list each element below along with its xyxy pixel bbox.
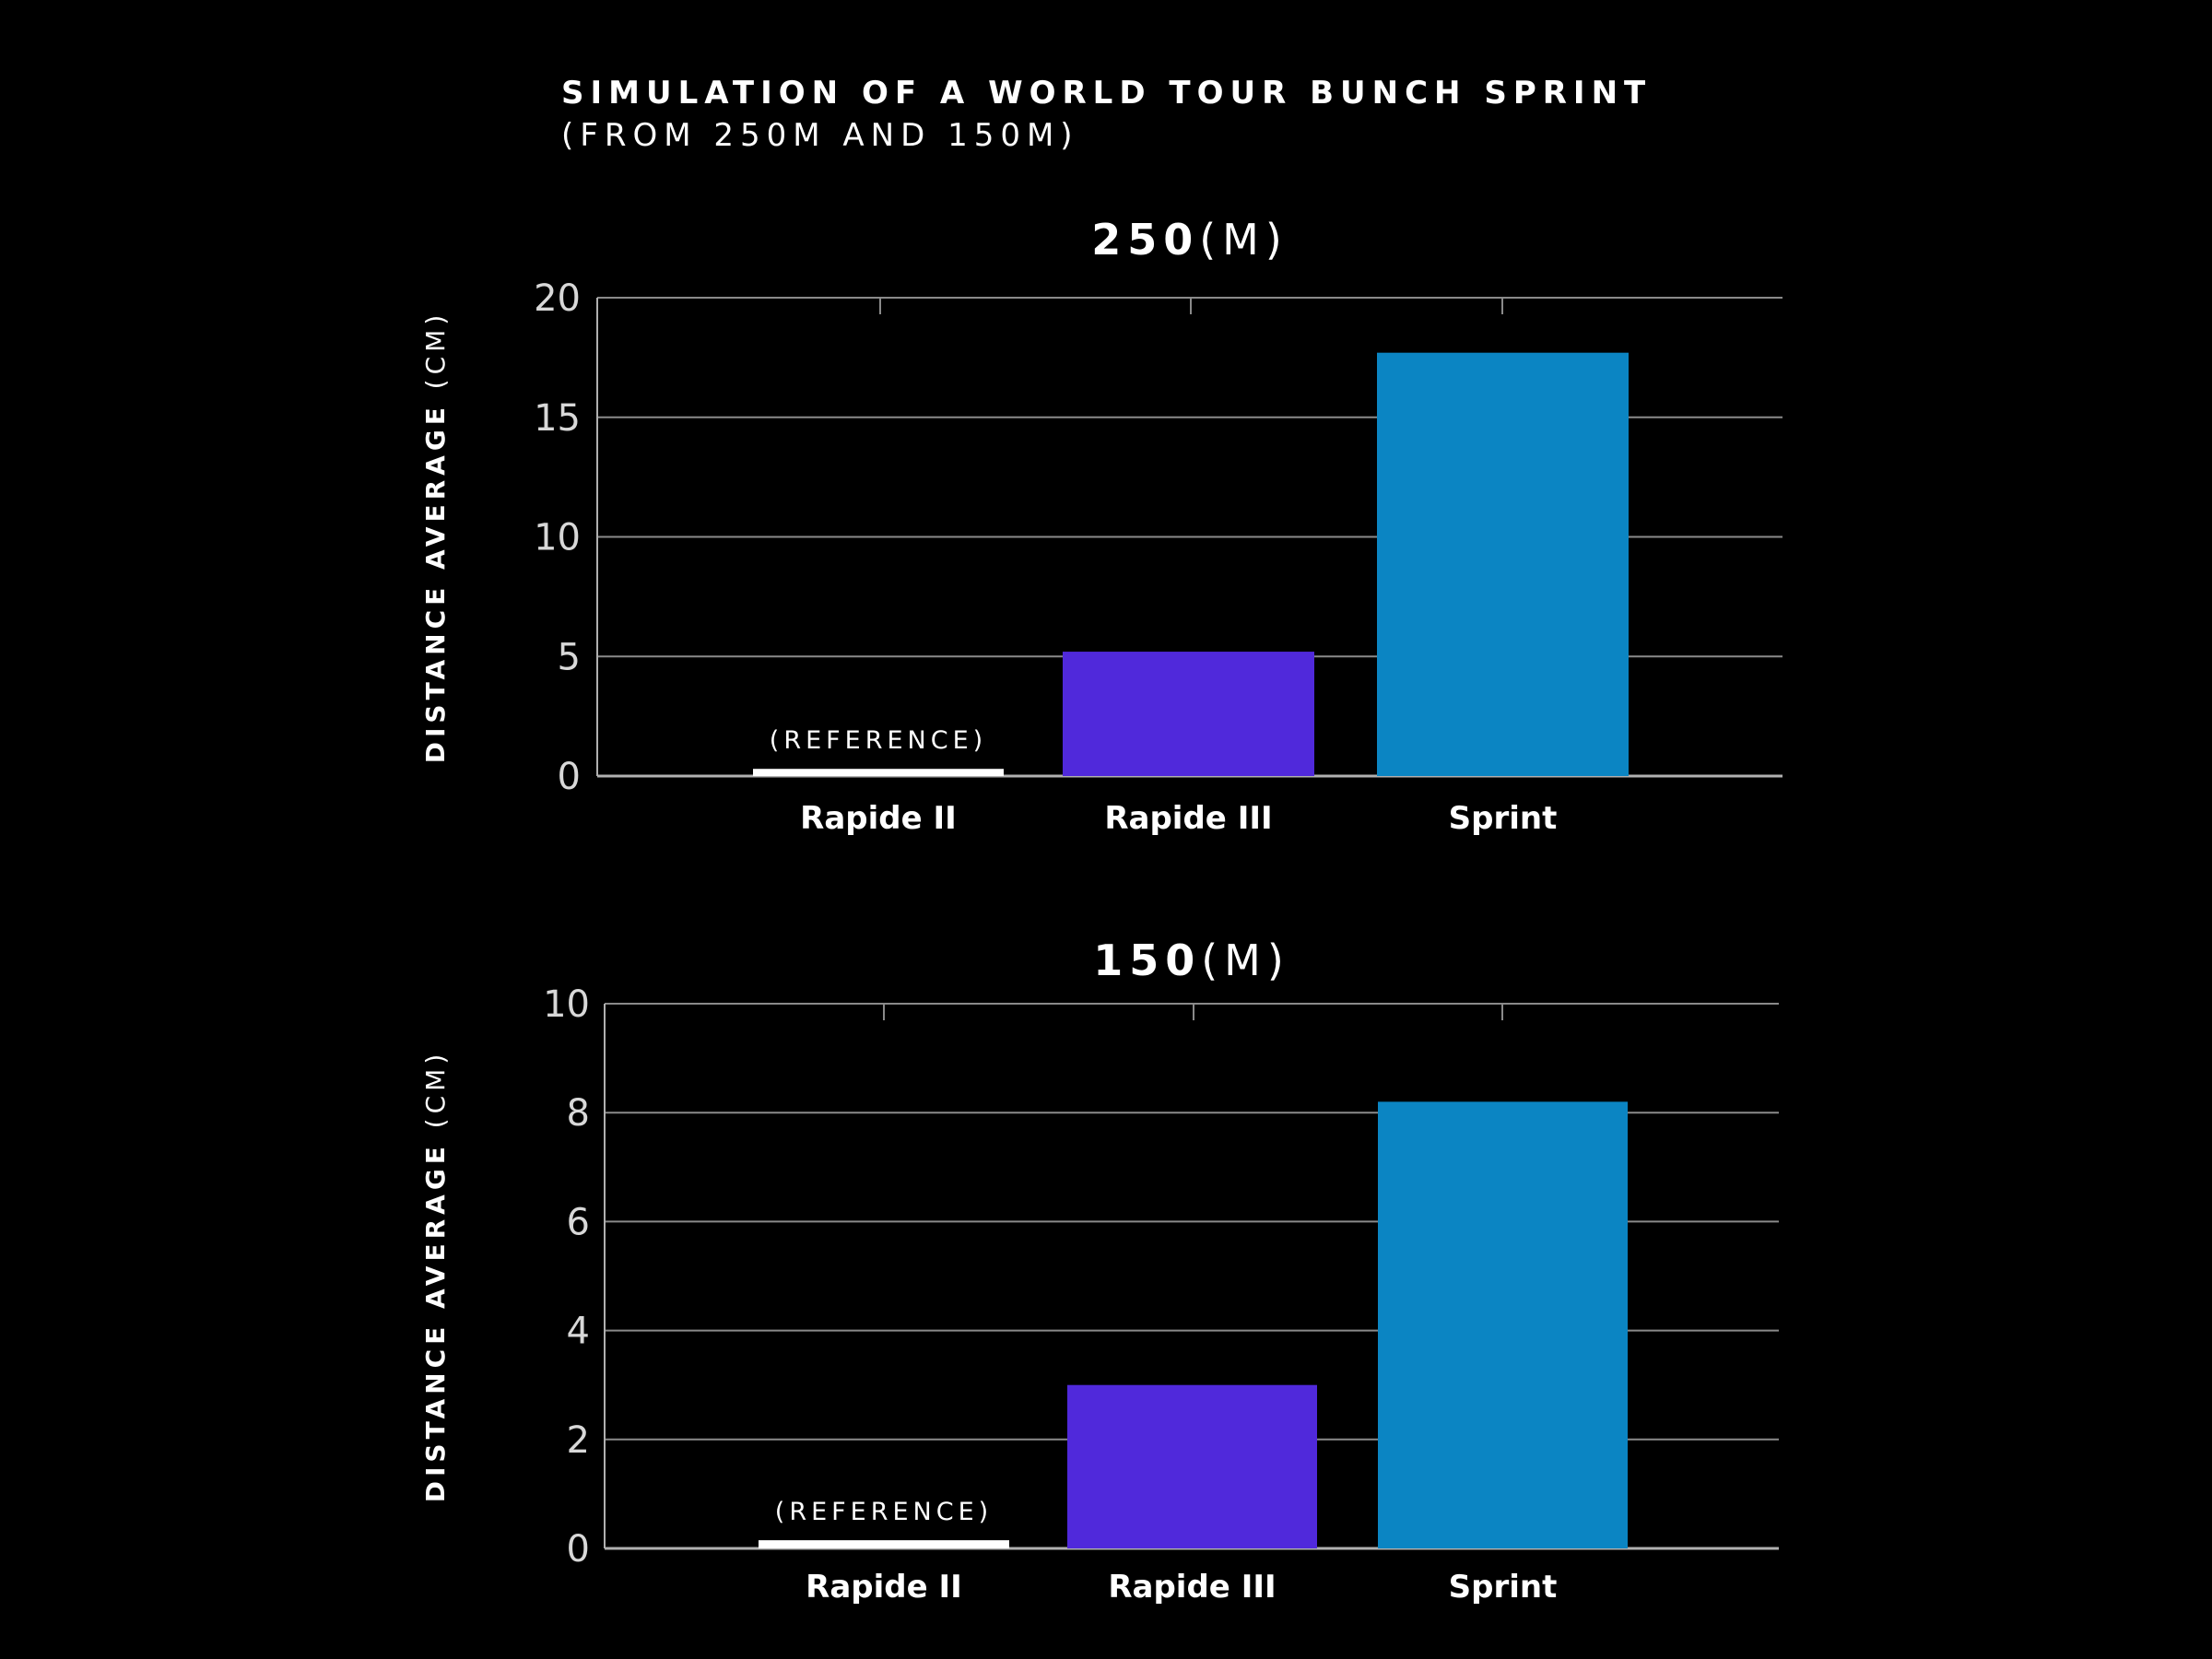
chart-title: 150(M): [1093, 935, 1290, 985]
y-tick-label: 5: [558, 636, 581, 678]
y-tick-label: 0: [567, 1528, 590, 1571]
chart-title-value: 150: [1093, 935, 1201, 985]
y-tick-label: 4: [567, 1311, 590, 1353]
y-tick-label: 20: [534, 277, 581, 320]
x-category-label: Rapide III: [1104, 800, 1272, 837]
x-category-label: Rapide III: [1108, 1569, 1276, 1606]
bar-rapide-iii: [1067, 1384, 1317, 1548]
y-axis-label-main: DISTANCE AVERAGE: [420, 389, 451, 763]
chart-title-unit: (M): [1199, 215, 1288, 265]
y-axis-label-unit: (CM): [420, 311, 451, 390]
x-category-label: Sprint: [1449, 1569, 1558, 1606]
bar-rapide-iii: [1063, 652, 1314, 776]
bar-rapide-ii: [753, 769, 1004, 776]
main-title: SIMULATION OF A WORLD TOUR BUNCH SPRINT: [561, 75, 1653, 112]
chart-header: SIMULATION OF A WORLD TOUR BUNCH SPRINT …: [561, 72, 1652, 157]
x-category-label: Sprint: [1449, 800, 1558, 837]
y-axis-label-main: DISTANCE AVERAGE: [420, 1128, 451, 1502]
bar-sprint: [1378, 1101, 1628, 1548]
main-subtitle: (FROM 250M AND 150M): [561, 117, 1079, 154]
y-axis-label-unit: (CM): [420, 1050, 451, 1129]
chart-title: 250(M): [1091, 215, 1288, 265]
y-axis-label: DISTANCE AVERAGE (CM): [420, 311, 451, 764]
chart-title-value: 250: [1091, 215, 1199, 265]
reference-annotation: (REFERENCE): [770, 726, 987, 755]
y-tick-label: 8: [567, 1092, 590, 1135]
chart-title-unit: (M): [1201, 935, 1290, 985]
x-category-label: Rapide II: [806, 1569, 962, 1606]
y-tick-label: 10: [534, 517, 581, 559]
y-axis-label: DISTANCE AVERAGE (CM): [420, 1050, 451, 1503]
y-tick-label: 10: [543, 983, 590, 1026]
bar-rapide-ii: [759, 1540, 1009, 1548]
y-tick-label: 6: [567, 1201, 590, 1243]
y-tick-label: 2: [567, 1419, 590, 1462]
reference-annotation: (REFERENCE): [775, 1498, 993, 1526]
x-category-label: Rapide II: [800, 800, 957, 837]
y-tick-label: 15: [534, 397, 581, 440]
y-tick-label: 0: [558, 756, 581, 798]
bar-sprint: [1377, 352, 1629, 776]
